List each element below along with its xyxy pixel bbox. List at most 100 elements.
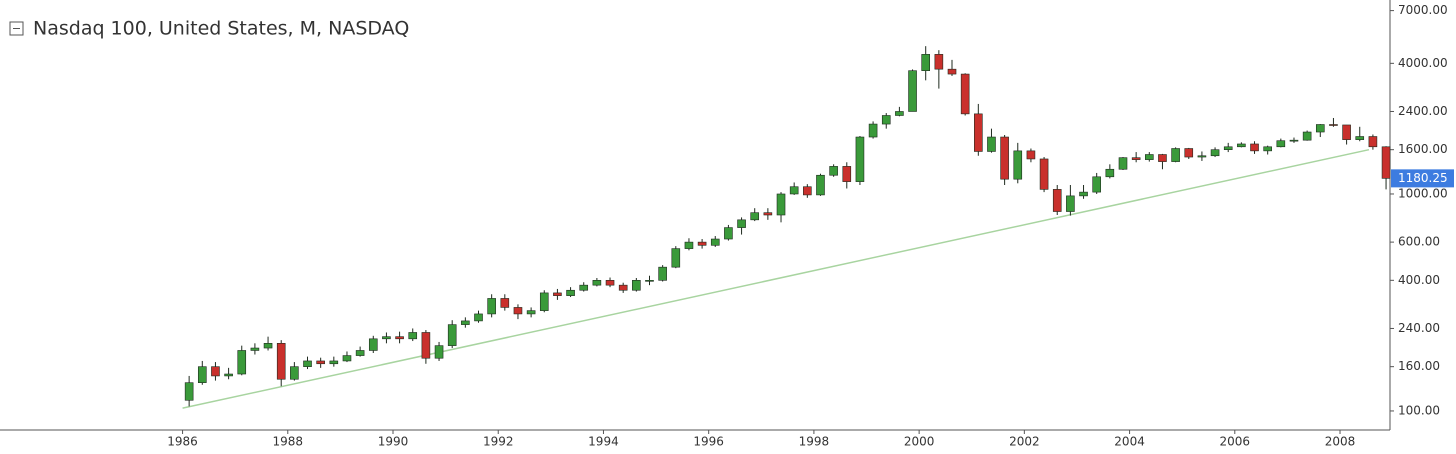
candle-body <box>1184 148 1194 158</box>
collapse-icon[interactable] <box>9 21 24 36</box>
y-tick-label: 100.00 <box>1398 403 1440 417</box>
candle-body <box>1092 176 1101 193</box>
candle-body <box>487 298 496 315</box>
candle-body <box>632 280 641 291</box>
candle-body <box>461 320 470 325</box>
candle-body <box>1066 195 1075 212</box>
candle-body <box>947 68 957 75</box>
x-tick-label: 2006 <box>1220 435 1251 449</box>
candle-body <box>1302 131 1312 141</box>
y-tick-label: 1000.00 <box>1398 186 1448 200</box>
candle-body <box>724 227 733 240</box>
candle-body <box>1329 124 1338 126</box>
candle-body <box>1158 154 1167 162</box>
y-tick-label: 2400.00 <box>1398 104 1448 118</box>
candle-body <box>750 212 760 221</box>
candle-body <box>789 186 799 195</box>
candle-body <box>184 382 194 401</box>
candle-body <box>474 313 483 322</box>
x-tick-label: 1998 <box>799 435 830 449</box>
candle-body <box>737 219 746 228</box>
candle-body <box>276 343 286 380</box>
candle-body <box>1381 146 1391 179</box>
candle-body <box>1223 146 1233 150</box>
candle-body <box>710 238 720 246</box>
candle-body <box>1131 157 1141 160</box>
last-price-box <box>1391 169 1454 188</box>
candle-body <box>934 54 944 70</box>
candle-body <box>579 284 589 291</box>
candle-body <box>1026 150 1036 160</box>
candle-body <box>539 292 549 311</box>
candle-body <box>263 343 273 349</box>
candle-body <box>355 350 365 356</box>
y-tick-label: 240.00 <box>1398 321 1440 335</box>
trend-line <box>182 148 1370 409</box>
candle-body <box>763 212 773 216</box>
candle-body <box>776 193 786 216</box>
x-tick-label: 2000 <box>904 435 935 449</box>
candle-body <box>1315 124 1325 133</box>
candle-body <box>803 186 812 196</box>
candle-body <box>553 292 562 296</box>
candle-body <box>1276 140 1286 148</box>
candle-body <box>250 347 260 351</box>
candle-body <box>1000 136 1009 180</box>
y-tick-label: 400.00 <box>1398 273 1440 287</box>
candle-body <box>447 324 457 346</box>
candle-body <box>1289 139 1299 142</box>
candle-body <box>1013 150 1023 180</box>
candle-body <box>224 373 233 377</box>
candle-body <box>395 336 404 340</box>
candle-body <box>303 360 312 367</box>
candle-body <box>697 241 707 246</box>
candle-body <box>645 280 654 282</box>
candle-body <box>329 360 339 365</box>
candle-body <box>895 111 904 116</box>
candle-body <box>500 298 510 308</box>
candle-body <box>421 332 431 359</box>
candle-body <box>618 284 628 291</box>
x-tick-label: 1996 <box>693 435 724 449</box>
candle-body <box>1355 136 1365 140</box>
candle-body <box>868 123 878 138</box>
candle-body <box>1171 148 1180 162</box>
y-tick-label: 160.00 <box>1398 359 1440 373</box>
candle-body <box>671 248 681 268</box>
candle-body <box>908 70 917 112</box>
candle-body <box>382 336 391 340</box>
candle-body <box>342 355 352 362</box>
candle-body <box>960 73 970 115</box>
candle-body <box>1237 143 1246 148</box>
candle-body <box>1263 146 1272 152</box>
candle-body <box>816 174 825 196</box>
x-tick-label: 1994 <box>588 435 619 449</box>
candle-body <box>290 366 299 380</box>
x-tick-label: 2004 <box>1114 435 1145 449</box>
candle-body <box>197 366 207 383</box>
y-tick-label: 4000.00 <box>1398 56 1448 70</box>
x-tick-label: 2008 <box>1325 435 1356 449</box>
y-tick-label: 7000.00 <box>1398 3 1448 17</box>
candle-body <box>1250 143 1259 152</box>
candle-body <box>1145 154 1154 160</box>
candle-body <box>237 350 247 375</box>
candle-body <box>1052 189 1062 212</box>
candle-body <box>987 136 996 152</box>
candle-body <box>1118 157 1128 170</box>
candle-body <box>881 115 891 125</box>
candle-body <box>1210 149 1220 157</box>
candle-body <box>1039 158 1049 190</box>
candle-body <box>855 136 865 182</box>
last-price-label: 1180.25 <box>1398 171 1448 185</box>
candle-body <box>974 113 983 152</box>
candle-body <box>1197 155 1207 158</box>
x-tick-label: 1986 <box>167 435 198 449</box>
candle-body <box>829 166 838 176</box>
candle-body <box>211 366 220 377</box>
x-tick-label: 2002 <box>1009 435 1040 449</box>
candle-body <box>1342 124 1351 140</box>
x-tick-label: 1988 <box>273 435 304 449</box>
candle-body <box>592 280 602 286</box>
